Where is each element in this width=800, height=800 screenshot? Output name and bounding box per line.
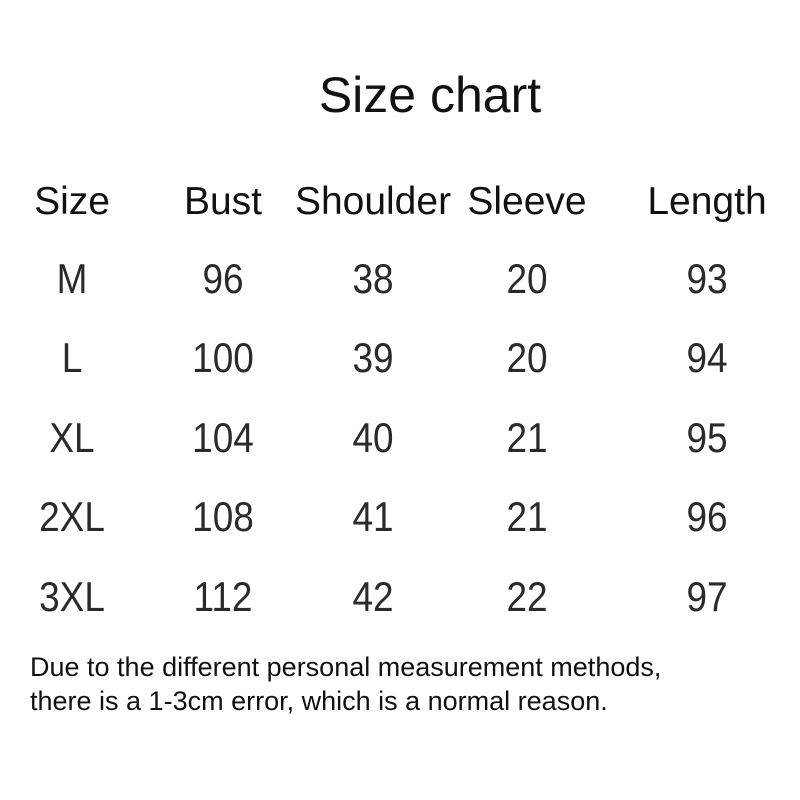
table-cell: M xyxy=(56,255,88,302)
table-cell: 97 xyxy=(686,573,728,620)
table-cell: 96 xyxy=(202,255,244,302)
table-cell: 2XL xyxy=(39,493,105,540)
column-header-length: Length xyxy=(647,180,767,223)
table-cell: 3XL xyxy=(39,573,105,620)
table-cell: 41 xyxy=(352,493,394,540)
table-cell: XL xyxy=(49,414,95,461)
table-cell: 96 xyxy=(686,493,728,540)
table-cell: 95 xyxy=(686,414,728,461)
column-header-bust: Bust xyxy=(183,180,263,223)
table-cell: 112 xyxy=(193,573,253,620)
page-title: Size chart xyxy=(318,67,542,123)
table-cell: 42 xyxy=(352,573,394,620)
table-cell: 20 xyxy=(506,255,548,302)
table-cell: L xyxy=(61,334,83,381)
table-cell: 100 xyxy=(192,334,254,381)
table-cell: 38 xyxy=(352,255,394,302)
table-cell: 20 xyxy=(506,334,548,381)
table-cell: 22 xyxy=(506,573,548,620)
note-line-2: there is a 1-3cm error, which is a norma… xyxy=(30,686,608,716)
table-cell: 94 xyxy=(686,334,728,381)
column-header-shoulder: Shoulder xyxy=(294,180,452,223)
table-cell: 39 xyxy=(352,334,394,381)
column-header-size: Size xyxy=(34,180,110,223)
table-cell: 93 xyxy=(686,255,728,302)
note-line-1: Due to the different personal measuremen… xyxy=(30,652,662,682)
table-cell: 104 xyxy=(192,414,254,461)
table-cell: 108 xyxy=(192,493,254,540)
table-cell: 21 xyxy=(506,493,548,540)
table-cell: 40 xyxy=(352,414,394,461)
column-header-sleeve: Sleeve xyxy=(467,180,587,223)
table-cell: 21 xyxy=(506,414,548,461)
